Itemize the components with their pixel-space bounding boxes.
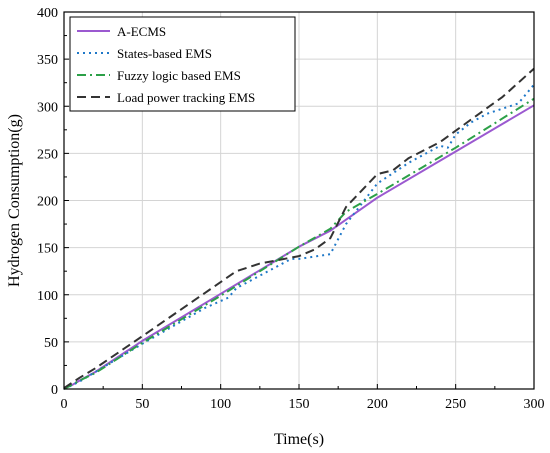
series-layer: [63, 67, 535, 390]
x-tick-label: 250: [445, 397, 466, 412]
legend-label: Load power tracking EMS: [117, 90, 255, 105]
x-tick-label: 150: [289, 397, 310, 412]
x-tick-label: 200: [367, 397, 388, 412]
ticks-layer: 0 50 100 150 200 250 300 0 50 100 150 200 250 300 350 4…: [37, 6, 545, 412]
y-tick-label: 200: [37, 195, 58, 210]
y-tick-label: 150: [37, 242, 58, 257]
y-tick-label: 100: [37, 289, 58, 304]
legend-label: Fuzzy logic based EMS: [117, 68, 241, 83]
y-tick-label: 250: [37, 147, 58, 162]
y-tick-label: 50: [44, 336, 58, 351]
x-tick-label: 0: [61, 397, 68, 412]
legend-box: [69, 16, 296, 112]
series-line-1: [63, 83, 535, 390]
y-tick-label: 350: [37, 53, 58, 68]
legend-label: States-based EMS: [117, 46, 212, 61]
x-tick-label: 50: [135, 397, 149, 412]
y-tick-label: 400: [37, 6, 58, 21]
y-tick-label: 0: [51, 383, 58, 398]
series-line-2: [63, 97, 535, 390]
x-tick-label: 300: [524, 397, 545, 412]
y-axis-title: Hydrogen Consumption(g): [6, 114, 23, 287]
legend-label: A-ECMS: [117, 24, 166, 39]
series-line-3: [63, 67, 535, 389]
grid-layer: [63, 11, 535, 390]
x-tick-label: 100: [210, 397, 231, 412]
x-axis-title: Time(s): [274, 431, 324, 448]
y-tick-label: 300: [37, 100, 58, 115]
legend: A-ECMS States-based EMS Fuzzy logic based …: [69, 16, 296, 112]
